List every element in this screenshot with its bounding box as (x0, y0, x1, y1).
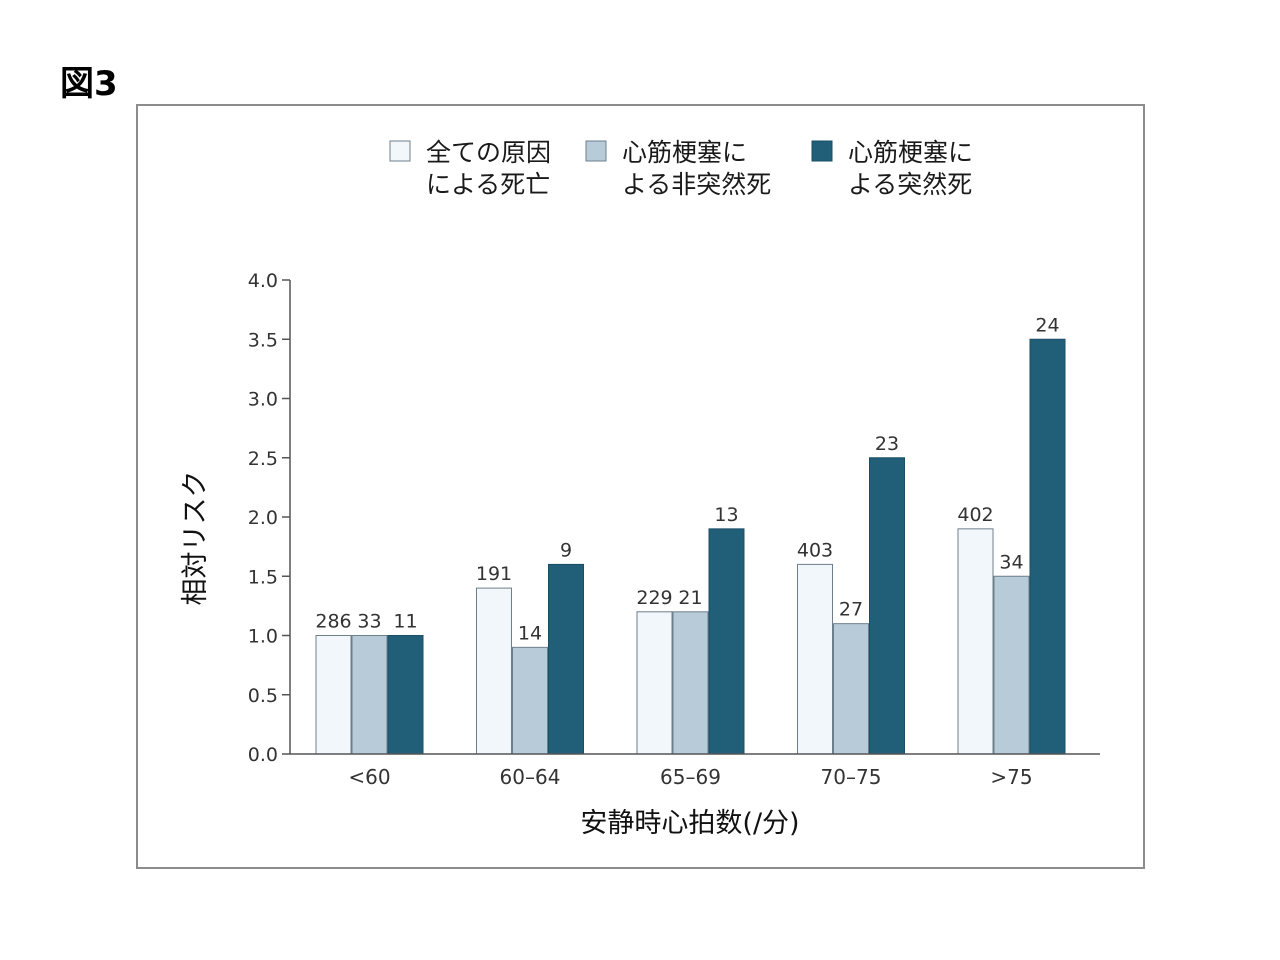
data-label: 229 (636, 587, 672, 609)
data-label: 13 (714, 504, 738, 526)
x-axis-title: 安静時心拍数(/分) (580, 808, 799, 839)
bar (797, 563, 833, 755)
x-tick-label: 70–75 (821, 765, 882, 789)
x-tick-label: 65–69 (660, 765, 721, 789)
data-label: 286 (315, 611, 351, 633)
legend-swatch (811, 140, 833, 162)
bar (512, 646, 548, 755)
bar (351, 635, 388, 755)
bar (548, 563, 584, 755)
data-label: 14 (518, 622, 542, 644)
bar (833, 623, 869, 755)
y-tick-label: 2.0 (248, 507, 278, 529)
data-label: 34 (999, 551, 1023, 573)
y-tick-label: 4.0 (248, 270, 278, 292)
y-tick-label: 1.5 (248, 566, 278, 588)
bar (869, 457, 905, 755)
bar (1029, 338, 1066, 755)
y-axis-title: 相対リスク (180, 471, 211, 606)
data-label: 27 (839, 599, 863, 621)
data-label: 9 (560, 539, 572, 561)
data-label: 21 (678, 587, 702, 609)
chart-frame (136, 104, 1145, 869)
data-label: 403 (797, 539, 833, 561)
legend-label: 心筋梗塞に (848, 138, 973, 167)
y-tick-label: 0.5 (248, 685, 278, 707)
y-tick-label: 0.0 (248, 744, 278, 766)
figure-label: 図3 (60, 64, 118, 104)
x-axis: <60 60–64 65–69 70–75 >75 (290, 753, 1100, 789)
legend-swatch (389, 140, 411, 162)
legend-label: 全ての原因 (426, 138, 551, 167)
bar (993, 575, 1030, 755)
data-label: 23 (875, 433, 899, 455)
x-tick-label: >75 (990, 765, 1032, 789)
legend-label: よる非突然死 (622, 170, 771, 199)
data-label: 191 (476, 563, 512, 585)
y-tick-label: 3.0 (248, 389, 278, 411)
x-tick-label: 60–64 (500, 765, 561, 789)
x-tick-label: <60 (348, 765, 390, 789)
legend-label: による死亡 (426, 170, 550, 199)
bar (315, 635, 352, 755)
bar (672, 611, 709, 755)
y-axis: 0.0 0.5 1.0 1.5 2.0 2.5 3.0 3.5 4.0 (248, 270, 291, 766)
legend-label: 心筋梗塞に (622, 138, 747, 167)
bar (708, 528, 745, 755)
y-tick-label: 3.5 (248, 329, 278, 351)
legend-swatch (585, 140, 607, 162)
legend-label: よる突然死 (848, 170, 972, 199)
bar (636, 611, 673, 755)
bar (476, 587, 512, 755)
bar (957, 528, 994, 755)
bars: 286 33 11 191 14 9 229 21 13 403 27 23 402 34 24 (315, 314, 1066, 755)
data-label: 33 (357, 611, 381, 633)
data-label: 24 (1035, 314, 1059, 336)
y-tick-label: 1.0 (248, 626, 278, 648)
bar (387, 635, 424, 755)
y-tick-label: 2.5 (248, 448, 278, 470)
data-label: 402 (957, 504, 993, 526)
data-label: 11 (393, 611, 417, 633)
